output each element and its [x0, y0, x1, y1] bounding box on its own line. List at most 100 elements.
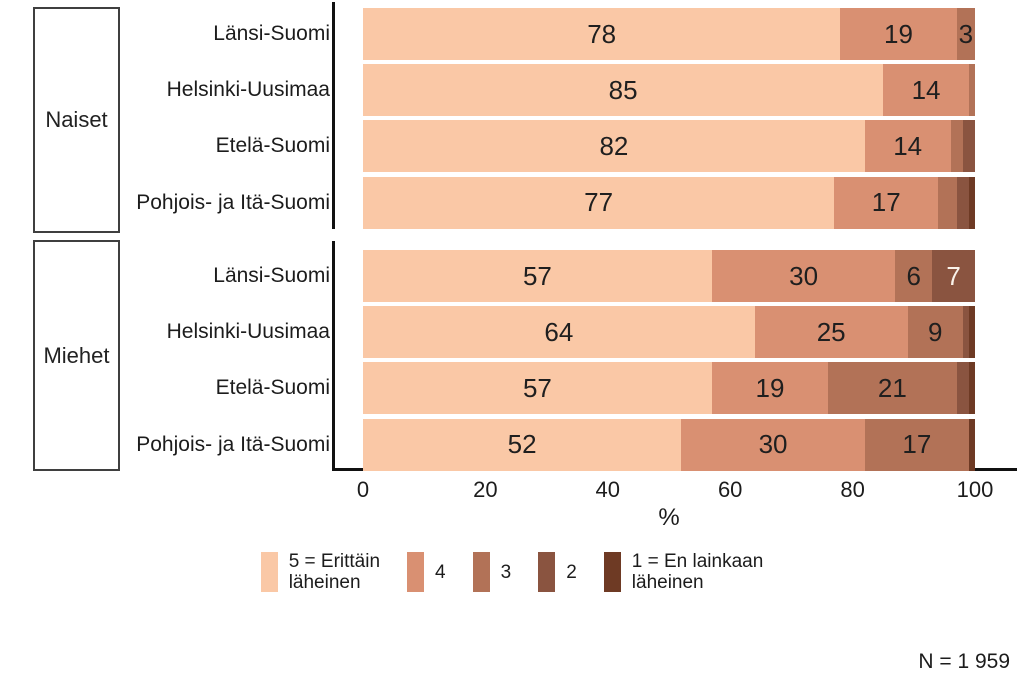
- segment-value-label: 19: [884, 18, 913, 49]
- bar-row: 64 25 9: [363, 306, 975, 359]
- x-tick-label: 0: [356, 477, 370, 502]
- bar-segment: [968, 64, 975, 117]
- legend-item: 3: [472, 552, 512, 593]
- group-label-miehet: Miehet: [43, 342, 110, 368]
- segment-value-label: 57: [522, 372, 552, 403]
- legend-swatch: [260, 552, 278, 593]
- region-label: Etelä-Suomi: [215, 376, 330, 400]
- bar-segment: [962, 120, 975, 173]
- group-box-naiset: Naiset: [33, 7, 120, 233]
- legend-item: 4: [407, 552, 446, 593]
- bar-segment: [968, 176, 975, 229]
- region-label: Pohjois- ja Itä-Suomi: [136, 190, 330, 214]
- bar-segment: 85: [363, 64, 884, 117]
- legend-label: 2: [566, 561, 577, 583]
- segment-value-label: 3: [958, 18, 974, 49]
- legend-swatch: [472, 552, 490, 593]
- segment-value-label: 25: [816, 316, 846, 347]
- segment-value-label: 6: [906, 260, 922, 291]
- segment-value-label: 77: [584, 187, 614, 218]
- segment-value-label: 21: [877, 372, 907, 403]
- segment-value-label: 9: [927, 316, 943, 347]
- bar-segment: 19: [840, 8, 957, 60]
- legend-label: 4: [435, 561, 446, 583]
- bar-segment: [968, 306, 975, 359]
- legend-label: 1 = En lainkaan läheinen: [631, 551, 764, 594]
- bar-segment: 17: [864, 418, 969, 471]
- bar-segment: 25: [754, 306, 908, 359]
- x-tick-label: 60: [717, 477, 743, 502]
- legend-swatch: [407, 552, 425, 593]
- bar-segment: 78: [363, 8, 841, 60]
- region-label: Pohjois- ja Itä-Suomi: [136, 432, 330, 456]
- bar-row: 82 14: [363, 120, 975, 173]
- bar-segment: 3: [956, 8, 975, 60]
- bar-segment: 30: [711, 250, 896, 302]
- bar-row: 78 19 3: [363, 8, 975, 60]
- bar-segment: 82: [363, 120, 865, 173]
- legend-label: 5 = Erittäin läheinen: [288, 551, 381, 594]
- legend-swatch: [603, 552, 621, 593]
- region-label: Helsinki-Uusimaa: [166, 78, 330, 102]
- bar-segment: 7: [932, 250, 975, 302]
- bar-segment: 57: [363, 250, 712, 302]
- x-axis-title: %: [658, 504, 680, 531]
- legend-item: 2: [538, 552, 577, 593]
- segment-value-label: 57: [522, 260, 552, 291]
- segment-value-label: 7: [946, 260, 961, 291]
- x-tick-label: 40: [595, 477, 621, 502]
- bar-segment: 9: [907, 306, 963, 359]
- segment-value-label: 19: [755, 372, 785, 403]
- legend-label: 3: [500, 561, 512, 583]
- bar-segment: 17: [834, 176, 939, 229]
- bar-segment: 14: [883, 64, 969, 117]
- y-axis-spine-miehet: [332, 241, 335, 469]
- segment-value-label: 14: [911, 74, 941, 105]
- x-tick-label: 80: [840, 477, 865, 502]
- segment-value-label: 85: [608, 74, 638, 105]
- bar-segment: [950, 120, 963, 173]
- segment-value-label: 64: [544, 316, 574, 347]
- bar-segment: 52: [363, 418, 682, 471]
- bar-segment: 19: [711, 362, 829, 415]
- y-axis-spine-naiset: [332, 2, 335, 229]
- legend-item: 1 = En lainkaan läheinen: [603, 551, 764, 594]
- bar-segment: [956, 176, 969, 229]
- bar-segment: [962, 306, 969, 359]
- group-label-naiset: Naiset: [45, 107, 108, 132]
- legend-swatch: [538, 552, 556, 593]
- segment-value-label: 30: [789, 260, 819, 291]
- region-label: Länsi-Suomi: [213, 22, 330, 45]
- segment-value-label: 82: [599, 130, 629, 161]
- bar-segment: 57: [363, 362, 712, 415]
- bar-segment: [968, 418, 975, 471]
- bar-segment: [956, 362, 969, 415]
- bar-segment: 6: [895, 250, 933, 302]
- segment-value-label: 52: [507, 429, 537, 460]
- segment-value-label: 17: [871, 187, 901, 218]
- segment-value-label: 14: [893, 130, 923, 161]
- bar-row: 52 30 17: [363, 418, 975, 471]
- legend: 5 = Erittäin läheinen 4 3 2 1 = En lainkaan …: [0, 551, 1024, 594]
- bar-segment: [938, 176, 957, 229]
- group-box-miehet: Miehet: [33, 240, 120, 471]
- x-tick-label: 20: [473, 477, 498, 502]
- bar-row: 57 30 6 7: [363, 250, 975, 302]
- bar-segment: 14: [864, 120, 951, 173]
- segment-value-label: 17: [902, 429, 932, 460]
- region-label: Etelä-Suomi: [215, 134, 330, 158]
- bar-segment: 30: [681, 418, 865, 471]
- bar-segment: 21: [828, 362, 957, 415]
- segment-value-label: 78: [587, 18, 617, 49]
- bar-row: 57 19 21: [363, 362, 975, 415]
- x-tick-label: 100: [956, 477, 994, 502]
- segment-value-label: 30: [758, 429, 788, 460]
- bar-segment: 77: [363, 176, 835, 229]
- sample-size-note: N = 1 959: [918, 650, 1010, 673]
- region-label: Länsi-Suomi: [213, 264, 330, 287]
- bar-row: 77 17: [363, 176, 975, 229]
- bar-row: 85 14: [363, 64, 975, 117]
- bar-segment: 64: [363, 306, 755, 359]
- legend-item: 5 = Erittäin läheinen: [260, 551, 381, 594]
